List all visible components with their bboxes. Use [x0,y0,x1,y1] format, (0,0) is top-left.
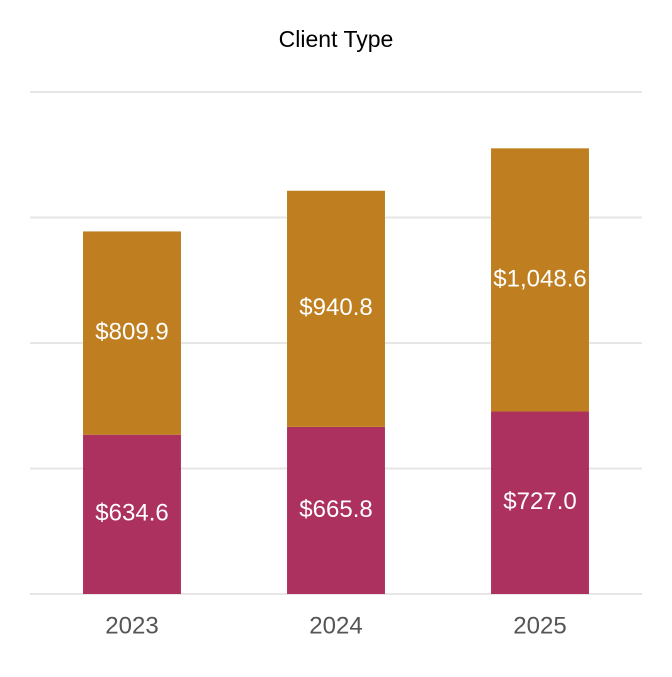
bar-segment [491,148,589,412]
value-label: $940.8 [299,294,372,321]
x-tick-label: 2023 [105,612,158,639]
value-label: $665.8 [299,496,372,523]
x-tick-label: 2024 [309,612,362,639]
x-tick-label: 2025 [513,612,566,639]
bar-segment [491,411,589,594]
chart-title: Client Type [279,26,394,52]
value-label: $634.6 [95,500,168,527]
value-label: $1,048.6 [493,265,586,292]
value-label: $727.0 [503,488,576,515]
bar-segment [287,190,385,427]
value-label: $809.9 [95,318,168,345]
bar-segment [83,434,181,594]
bar-segment [83,231,181,435]
bar-segment [287,426,385,594]
